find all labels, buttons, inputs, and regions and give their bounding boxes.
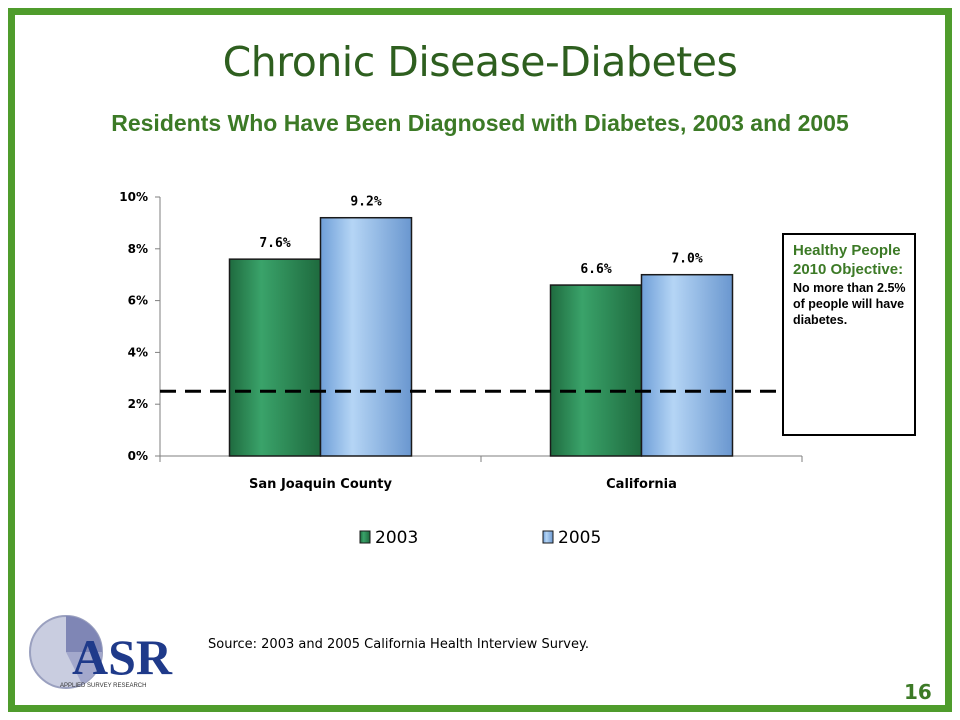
y-tick-label: 8% bbox=[128, 242, 148, 256]
logo-subtitle: APPLIED SURVEY RESEARCH bbox=[60, 683, 146, 689]
data-label: 9.2% bbox=[350, 195, 381, 210]
legend-label: 2005 bbox=[558, 528, 601, 548]
legend-label: 2003 bbox=[375, 528, 418, 548]
data-label: 7.6% bbox=[259, 236, 290, 251]
logo-text: ASR bbox=[72, 629, 173, 685]
legend-swatch bbox=[542, 530, 554, 544]
data-label: 6.6% bbox=[580, 262, 611, 277]
objective-heading: Healthy People 2010 Objective: bbox=[793, 242, 904, 278]
y-tick-label: 0% bbox=[128, 449, 148, 463]
y-tick-label: 2% bbox=[128, 397, 148, 411]
y-tick-label: 6% bbox=[128, 294, 148, 308]
asr-logo: ASR APPLIED SURVEY RESEARCH bbox=[29, 615, 173, 689]
objective-body: No more than 2.5% of people will have di… bbox=[793, 281, 906, 327]
source-note: Source: 2003 and 2005 California Health … bbox=[208, 637, 589, 652]
page-number: 16 bbox=[904, 680, 932, 704]
bar-2003-1 bbox=[549, 284, 643, 457]
bar-2005-0 bbox=[319, 216, 413, 457]
bar-2003-0 bbox=[228, 258, 322, 457]
category-label: San Joaquin County bbox=[249, 477, 392, 492]
legend-swatch bbox=[359, 530, 371, 544]
y-tick-label: 4% bbox=[128, 345, 148, 359]
y-tick-label: 10% bbox=[119, 190, 148, 204]
slide-title: Chronic Disease-Diabetes bbox=[222, 38, 738, 86]
bar-2005-1 bbox=[640, 273, 734, 457]
data-label: 7.0% bbox=[671, 252, 702, 267]
chart-title: Residents Who Have Been Diagnosed with D… bbox=[111, 110, 849, 136]
objective-box: Healthy People 2010 Objective: No more t… bbox=[782, 233, 916, 436]
category-label: California bbox=[606, 477, 677, 492]
